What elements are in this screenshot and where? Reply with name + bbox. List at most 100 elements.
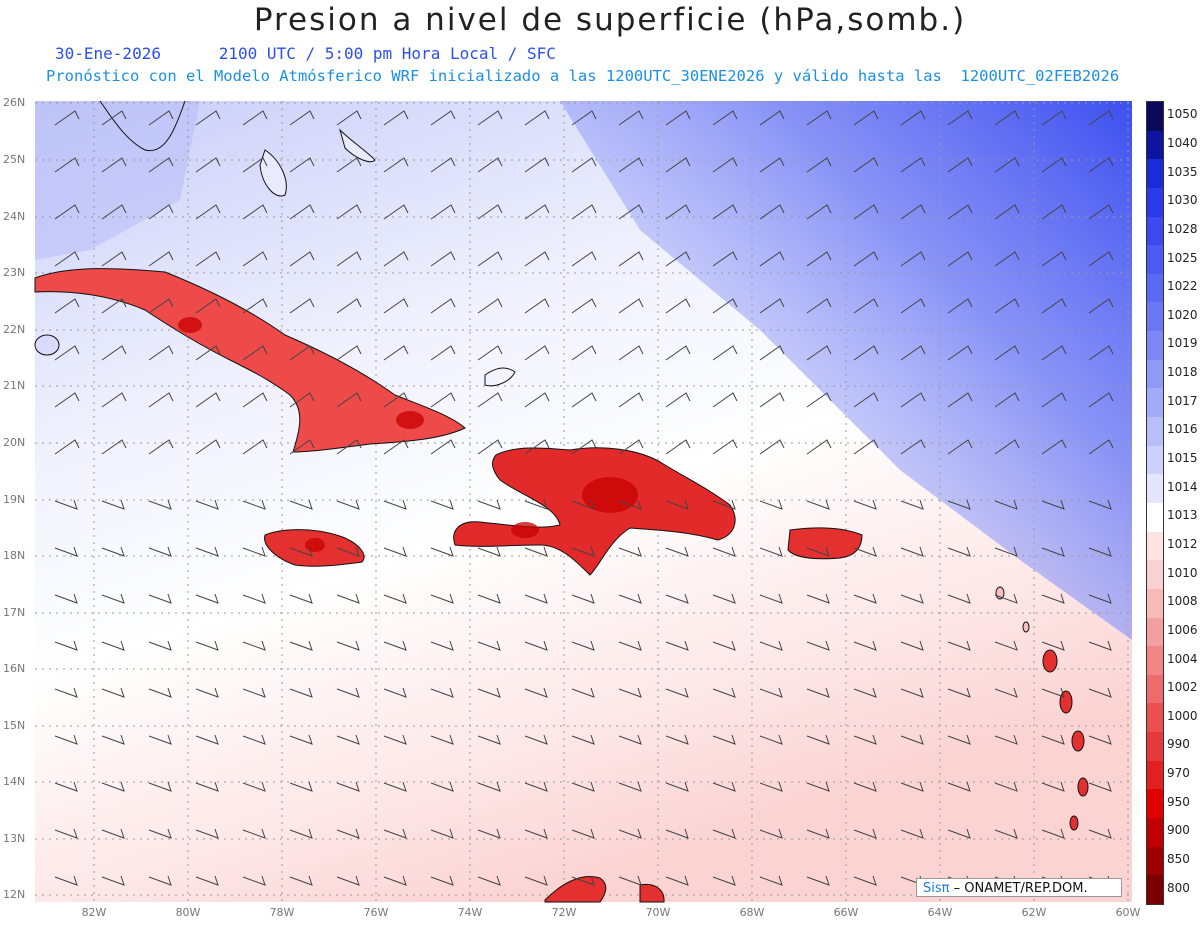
wind-barb bbox=[806, 734, 830, 745]
wind-barb bbox=[853, 781, 877, 792]
wind-barb bbox=[571, 204, 597, 220]
wind-barb bbox=[289, 439, 315, 455]
wind-barb bbox=[806, 781, 830, 792]
puerto-rico-island bbox=[787, 527, 863, 560]
wind-barb bbox=[900, 546, 924, 557]
wind-barb bbox=[524, 875, 548, 886]
wind-barb bbox=[54, 439, 80, 455]
legend-label: 1030 bbox=[1167, 193, 1198, 208]
wind-barb bbox=[524, 734, 548, 745]
wind-barb bbox=[947, 499, 971, 510]
legend-label: 1015 bbox=[1167, 451, 1198, 466]
wind-barb bbox=[665, 439, 691, 455]
wind-barb bbox=[900, 640, 924, 651]
wind-barb bbox=[430, 392, 456, 408]
lon-label: 76W bbox=[363, 906, 389, 919]
wind-barb bbox=[1088, 345, 1114, 361]
wind-barb bbox=[54, 593, 78, 604]
wind-barb bbox=[618, 204, 644, 220]
wind-barb bbox=[1041, 593, 1065, 604]
wind-barb bbox=[289, 734, 313, 745]
wind-barb bbox=[101, 828, 125, 839]
credit-box: Sisπ – ONAMET/REP.DOM. bbox=[916, 878, 1122, 897]
wind-barb bbox=[54, 298, 80, 314]
lat-label: 23N bbox=[3, 266, 26, 279]
wind-barb bbox=[806, 499, 830, 510]
wind-barb bbox=[148, 875, 172, 886]
wind-barb bbox=[1088, 499, 1112, 510]
wind-barb bbox=[853, 439, 879, 455]
wind-barb bbox=[383, 781, 407, 792]
lat-label: 16N bbox=[3, 662, 26, 675]
wind-barb bbox=[289, 298, 315, 314]
wind-barb bbox=[571, 734, 595, 745]
wind-barb bbox=[430, 734, 454, 745]
wind-barb bbox=[430, 251, 456, 267]
wind-barb bbox=[994, 828, 1018, 839]
wind-barb bbox=[665, 875, 689, 886]
wind-barb bbox=[430, 439, 456, 455]
lon-label: 62W bbox=[1021, 906, 1047, 919]
wind-barb bbox=[900, 298, 926, 314]
wind-barb bbox=[947, 781, 971, 792]
hispaniola-island bbox=[453, 447, 736, 576]
wind-barb bbox=[900, 734, 924, 745]
legend-label: 800 bbox=[1167, 880, 1190, 895]
wind-barb bbox=[430, 204, 456, 220]
wind-barb bbox=[665, 781, 689, 792]
lat-label: 18N bbox=[3, 549, 26, 562]
wind-barb bbox=[900, 345, 926, 361]
wind-barb bbox=[289, 546, 313, 557]
wind-barb bbox=[806, 157, 832, 173]
wind-barb bbox=[336, 345, 362, 361]
wind-barb bbox=[242, 110, 268, 126]
wind-barb bbox=[900, 251, 926, 267]
wind-barb bbox=[571, 546, 595, 557]
lat-label: 19N bbox=[3, 493, 26, 506]
wind-barb bbox=[383, 345, 409, 361]
martinique-island bbox=[1071, 730, 1085, 752]
wind-barb bbox=[383, 439, 409, 455]
wind-barb bbox=[430, 499, 454, 510]
wind-barb bbox=[806, 875, 830, 886]
wind-barb bbox=[524, 593, 548, 604]
wind-barb bbox=[242, 157, 268, 173]
wind-barb bbox=[1041, 734, 1065, 745]
wind-barb bbox=[571, 499, 595, 510]
wind-barb bbox=[195, 781, 219, 792]
forecast-valid-time: 2100 UTC / 5:00 pm Hora Local / SFC bbox=[218, 44, 556, 63]
wind-barb bbox=[477, 781, 501, 792]
legend-label: 950 bbox=[1167, 794, 1190, 809]
wind-barb bbox=[477, 298, 503, 314]
wind-barb bbox=[148, 298, 174, 314]
lon-label: 64W bbox=[927, 906, 953, 919]
wind-barb bbox=[618, 298, 644, 314]
wind-barb bbox=[1041, 499, 1065, 510]
wind-barb bbox=[712, 204, 738, 220]
wind-barb bbox=[383, 157, 409, 173]
legend-swatch bbox=[1147, 760, 1163, 790]
lon-label: 80W bbox=[175, 906, 201, 919]
wind-barb bbox=[806, 110, 832, 126]
wind-barb bbox=[571, 110, 597, 126]
wind-barb bbox=[853, 392, 879, 408]
model-info-line: Pronóstico con el Modelo Atmósferico WRF… bbox=[46, 67, 1120, 85]
wind-barb bbox=[759, 593, 783, 604]
wind-barb bbox=[289, 875, 313, 886]
wind-barb bbox=[383, 593, 407, 604]
wind-barb bbox=[853, 204, 879, 220]
legend-swatch bbox=[1147, 331, 1163, 360]
wind-barb bbox=[54, 781, 78, 792]
wind-barb bbox=[947, 593, 971, 604]
wind-barb bbox=[289, 204, 315, 220]
wind-barb bbox=[54, 734, 78, 745]
wind-barb bbox=[1041, 298, 1067, 314]
bahamas-islands bbox=[259, 149, 287, 197]
wind-barb bbox=[336, 781, 360, 792]
wind-barb bbox=[336, 499, 360, 510]
legend-swatch bbox=[1147, 789, 1163, 819]
wind-barb bbox=[1088, 157, 1114, 173]
wind-barb bbox=[900, 828, 924, 839]
wind-barb bbox=[1088, 110, 1114, 126]
